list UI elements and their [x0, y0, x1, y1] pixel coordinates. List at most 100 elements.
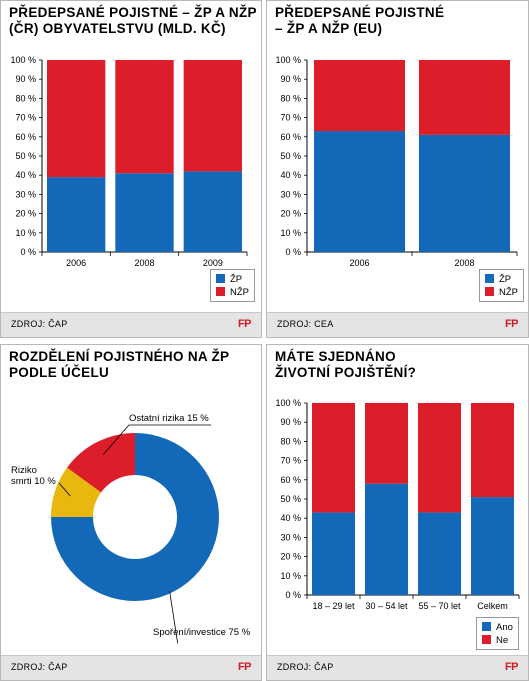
legend-swatch [485, 287, 494, 296]
panel-footer: ZDROJ: ČAP FP [1, 312, 261, 337]
survey-stacked-bar-chart: 0 % 10 % 20 % 30 % 40 % 50 % 60 % 70 % 80 % 90 % 1… [275, 398, 520, 611]
legend-swatch [482, 635, 491, 644]
eu-stacked-bar-chart: 0 % 10 % 20 % 30 % 40 % 50 % 60 % 70 % 80 % 90 % 1… [275, 55, 518, 268]
title-line: – ŽP A NŽP (EU) [275, 21, 383, 36]
chart-legend: Ano Ne [476, 617, 519, 650]
y-tick-label: 80 % [280, 436, 301, 446]
legend-item: ŽP [216, 273, 249, 286]
bar-segment-secondary [419, 60, 510, 135]
panel-footer: ZDROJ: ČAP FP [267, 655, 528, 680]
y-tick-label: 0 % [285, 590, 301, 600]
bar-segment-primary [418, 512, 461, 595]
y-tick-label: 80 % [15, 93, 36, 103]
slice-label: Ostatní rizika 15 % [129, 413, 209, 424]
label-leader [102, 424, 211, 455]
y-tick-label: 90 % [280, 74, 301, 84]
y-tick-label: 20 % [280, 552, 301, 562]
legend-label: Ano [496, 622, 513, 633]
panel-cr-premiums: PŘEDEPSANÉ POJISTNÉ – ŽP A NŽP (ČR) OBYV… [0, 0, 262, 338]
source-label: ZDROJ: ČAP [11, 319, 68, 329]
x-tick-label: 2009 [203, 258, 223, 268]
y-tick-label: 0 % [20, 247, 36, 257]
donut-slice [51, 433, 219, 601]
y-tick-label: 50 % [280, 151, 301, 161]
title-line: MÁTE SJEDNÁNO [275, 349, 396, 364]
x-tick-label: 30 – 54 let [365, 601, 408, 611]
legend-label: Ne [496, 635, 509, 646]
legend-item: NŽP [216, 286, 249, 299]
legend-swatch [485, 274, 494, 283]
bar-segment-primary [115, 173, 174, 252]
bar-segment-secondary [365, 403, 408, 484]
chart-legend: ŽP NŽP [210, 269, 255, 302]
y-tick-label: 40 % [280, 170, 301, 180]
panel-title: PŘEDEPSANÉ POJISTNÉ – ŽP A NŽP (EU) [275, 5, 444, 37]
label-leader [169, 591, 179, 644]
legend-label: ŽP [230, 274, 243, 285]
y-tick-label: 10 % [15, 228, 36, 238]
cr-stacked-bar-chart: 0 % 10 % 20 % 30 % 40 % 50 % 60 % 70 % 80 % 90 % 1… [10, 55, 248, 268]
y-tick-label: 20 % [15, 209, 36, 219]
y-tick-label: 100 % [10, 55, 36, 65]
slice-label: Spoření/investice 75 % [153, 627, 251, 638]
title-line: (ČR) OBYVATELSTVU (MLD. KČ) [9, 21, 226, 36]
bar-segment-primary [419, 134, 510, 252]
y-tick-label: 100 % [275, 55, 301, 65]
title-line: PŘEDEPSANÉ POJISTNÉ – ŽP A NŽP [9, 5, 257, 20]
panel-title: MÁTE SJEDNÁNO ŽIVOTNÍ POJIŠTĚNÍ? [275, 349, 416, 381]
panel-title: PŘEDEPSANÉ POJISTNÉ – ŽP A NŽP (ČR) OBYV… [9, 5, 257, 37]
panel-footer: ZDROJ: ČAP FP [1, 655, 261, 680]
y-tick-label: 80 % [280, 93, 301, 103]
y-tick-label: 40 % [15, 170, 36, 180]
bar-segment-secondary [312, 403, 355, 513]
bar-segment-primary [471, 497, 514, 595]
y-tick-label: 70 % [15, 113, 36, 123]
y-tick-label: 100 % [275, 398, 301, 408]
x-tick-label: 55 – 70 let [418, 601, 461, 611]
bar-segment-secondary [418, 403, 461, 513]
x-tick-label: 2008 [454, 258, 474, 268]
y-tick-label: 30 % [15, 189, 36, 199]
source-label: ZDROJ: ČAP [11, 662, 68, 672]
y-tick-label: 70 % [280, 113, 301, 123]
panel-life-insurance-survey: MÁTE SJEDNÁNO ŽIVOTNÍ POJIŠTĚNÍ? 0 % 10 %… [266, 344, 529, 681]
legend-label: ŽP [499, 274, 512, 285]
bar-segment-primary [312, 512, 355, 595]
x-tick-label: 18 – 29 let [312, 601, 355, 611]
fp-logo: FP [237, 661, 252, 673]
legend-label: NŽP [230, 287, 249, 298]
fp-logo: FP [504, 661, 519, 673]
y-tick-label: 0 % [285, 247, 301, 257]
x-tick-label: 2006 [349, 258, 369, 268]
bar-segment-secondary [115, 60, 174, 174]
bar-segment-secondary [314, 60, 405, 132]
donut-slice [67, 433, 135, 493]
fp-logo: FP [237, 318, 252, 330]
slice-label: smrti 10 % [11, 476, 56, 487]
y-tick-label: 40 % [280, 513, 301, 523]
y-tick-label: 20 % [280, 209, 301, 219]
legend-item: NŽP [485, 286, 518, 299]
bar-segment-secondary [183, 60, 242, 172]
y-tick-label: 90 % [15, 74, 36, 84]
y-tick-label: 60 % [280, 132, 301, 142]
bar-segment-primary [365, 483, 408, 595]
legend-swatch [482, 622, 491, 631]
title-line: PODLE ÚČELU [9, 365, 110, 380]
y-tick-label: 50 % [15, 151, 36, 161]
y-tick-label: 50 % [280, 494, 301, 504]
donut-slice [51, 467, 102, 517]
panel-premium-purpose: ROZDĚLENÍ POJISTNÉHO NA ŽP PODLE ÚČELU S… [0, 344, 262, 681]
y-tick-label: 70 % [280, 456, 301, 466]
panel-title: ROZDĚLENÍ POJISTNÉHO NA ŽP PODLE ÚČELU [9, 349, 229, 381]
y-tick-label: 30 % [280, 189, 301, 199]
bar-segment-secondary [471, 403, 514, 498]
panel-eu-premiums: PŘEDEPSANÉ POJISTNÉ – ŽP A NŽP (EU) 0 % 1… [266, 0, 529, 338]
panel-footer: ZDROJ: CEA FP [267, 312, 528, 337]
legend-label: NŽP [499, 287, 518, 298]
legend-swatch [216, 287, 225, 296]
bar-segment-primary [314, 131, 405, 252]
legend-item: Ano [482, 621, 513, 634]
chart-legend: ŽP NŽP [479, 269, 524, 302]
